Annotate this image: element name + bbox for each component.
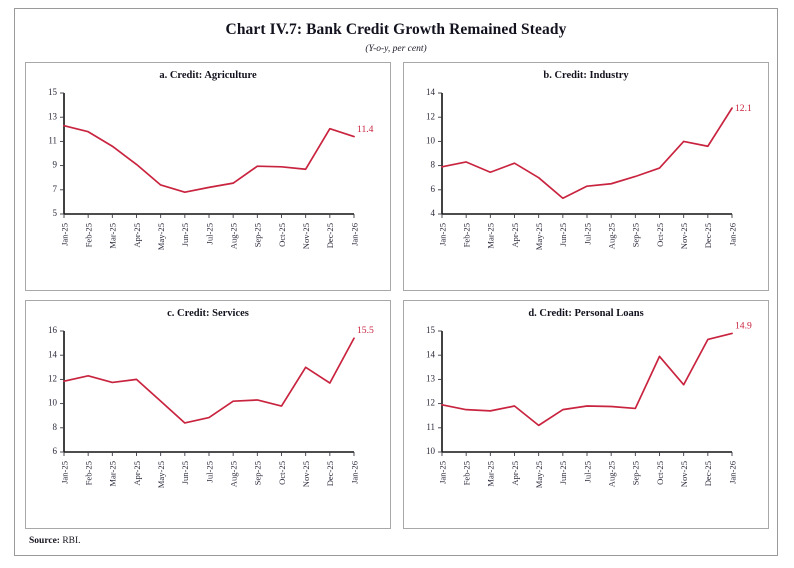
svg-text:Mar-25: Mar-25 xyxy=(486,461,496,487)
line-chart-personal-loans: 10 11 12 13 14 15 Jan-25 Feb-25 Mar-25 Apr-25 May-… xyxy=(426,321,752,489)
svg-text:Nov-25: Nov-25 xyxy=(679,223,689,249)
svg-text:6: 6 xyxy=(53,446,58,456)
svg-text:12.1: 12.1 xyxy=(735,103,752,114)
svg-text:Jan-26: Jan-26 xyxy=(727,460,737,484)
svg-text:8: 8 xyxy=(431,160,436,170)
svg-text:Apr-25: Apr-25 xyxy=(132,223,142,248)
chart-subtitle: (Y-o-y, per cent) xyxy=(365,44,427,54)
svg-text:Feb-25: Feb-25 xyxy=(84,461,94,485)
panel-title: d. Credit: Personal Loans xyxy=(528,308,644,319)
svg-text:Oct-25: Oct-25 xyxy=(277,461,287,485)
svg-text:11: 11 xyxy=(426,422,435,432)
svg-text:4: 4 xyxy=(431,208,436,218)
svg-text:11: 11 xyxy=(48,135,57,145)
svg-text:Dec-25: Dec-25 xyxy=(703,223,713,248)
svg-text:Aug-25: Aug-25 xyxy=(229,223,239,249)
svg-text:12: 12 xyxy=(426,398,435,408)
svg-text:12: 12 xyxy=(48,373,57,383)
svg-text:Nov-25: Nov-25 xyxy=(301,223,311,249)
svg-text:Nov-25: Nov-25 xyxy=(679,461,689,487)
svg-text:8: 8 xyxy=(53,422,58,432)
svg-text:15: 15 xyxy=(426,325,436,335)
svg-text:May-25: May-25 xyxy=(156,223,166,250)
chart-panel-industry: b. Credit: Industry 4 6 8 10 12 14 Jan-25 Feb-2… xyxy=(403,62,769,291)
svg-text:Jul-25: Jul-25 xyxy=(204,461,214,482)
svg-text:Sep-25: Sep-25 xyxy=(253,223,263,247)
svg-text:Mar-25: Mar-25 xyxy=(486,223,496,249)
svg-text:15: 15 xyxy=(48,87,58,97)
svg-text:Oct-25: Oct-25 xyxy=(655,223,665,247)
svg-text:Jan-26: Jan-26 xyxy=(349,460,359,484)
svg-text:15.5: 15.5 xyxy=(357,325,374,336)
panel-title: a. Credit: Agriculture xyxy=(159,70,257,81)
svg-text:Jan-25: Jan-25 xyxy=(59,461,69,484)
svg-text:Apr-25: Apr-25 xyxy=(510,461,520,486)
svg-text:Feb-25: Feb-25 xyxy=(84,223,94,247)
svg-text:12: 12 xyxy=(426,111,435,121)
svg-text:Sep-25: Sep-25 xyxy=(631,461,641,485)
svg-text:Aug-25: Aug-25 xyxy=(607,223,617,249)
svg-text:Jan-25: Jan-25 xyxy=(437,461,447,484)
svg-text:7: 7 xyxy=(53,184,58,194)
svg-text:Mar-25: Mar-25 xyxy=(108,223,118,249)
panel-title: c. Credit: Services xyxy=(167,308,249,319)
chart-panel-personal-loans: d. Credit: Personal Loans 10 11 12 13 14 15 Ja… xyxy=(403,300,769,529)
svg-text:6: 6 xyxy=(431,184,436,194)
svg-text:Nov-25: Nov-25 xyxy=(301,461,311,487)
svg-text:Sep-25: Sep-25 xyxy=(631,223,641,247)
svg-text:Dec-25: Dec-25 xyxy=(325,223,335,248)
svg-text:Jun-25: Jun-25 xyxy=(180,461,190,484)
svg-text:Jun-25: Jun-25 xyxy=(558,223,568,246)
svg-text:Feb-25: Feb-25 xyxy=(462,223,472,247)
svg-text:Jan-26: Jan-26 xyxy=(727,222,737,246)
svg-text:Jul-25: Jul-25 xyxy=(582,223,592,244)
svg-text:Apr-25: Apr-25 xyxy=(132,461,142,486)
panel-grid: a. Credit: Agriculture 5 7 9 11 13 15 Jan-25 Fe… xyxy=(25,62,769,529)
svg-text:10: 10 xyxy=(48,398,58,408)
svg-text:Jul-25: Jul-25 xyxy=(582,461,592,482)
svg-text:Aug-25: Aug-25 xyxy=(229,461,239,487)
svg-text:14: 14 xyxy=(426,349,436,359)
svg-text:Oct-25: Oct-25 xyxy=(655,461,665,485)
line-chart-services: 6 8 10 12 14 16 Jan-25 Feb-25 Mar-25 Apr-25 May-25… xyxy=(48,325,374,488)
svg-text:10: 10 xyxy=(426,446,436,456)
svg-text:Jun-25: Jun-25 xyxy=(558,461,568,484)
line-chart-industry: 4 6 8 10 12 14 Jan-25 Feb-25 Mar-25 Apr-25 May-25 J… xyxy=(426,87,752,250)
svg-text:Jan-25: Jan-25 xyxy=(59,223,69,246)
svg-text:Sep-25: Sep-25 xyxy=(253,461,263,485)
svg-text:10: 10 xyxy=(426,135,436,145)
svg-text:16: 16 xyxy=(48,325,58,335)
svg-text:5: 5 xyxy=(53,208,58,218)
source-note: Source: RBI. xyxy=(29,536,81,546)
svg-text:Apr-25: Apr-25 xyxy=(510,223,520,248)
svg-text:May-25: May-25 xyxy=(534,223,544,250)
svg-text:Jan-26: Jan-26 xyxy=(349,222,359,246)
svg-text:Dec-25: Dec-25 xyxy=(703,461,713,486)
svg-text:Feb-25: Feb-25 xyxy=(462,461,472,485)
svg-text:13: 13 xyxy=(426,373,436,383)
chart-panel-agriculture: a. Credit: Agriculture 5 7 9 11 13 15 Jan-25 Fe… xyxy=(25,62,391,291)
svg-text:13: 13 xyxy=(48,111,58,121)
svg-text:Dec-25: Dec-25 xyxy=(325,461,335,486)
svg-text:Oct-25: Oct-25 xyxy=(277,223,287,247)
svg-text:9: 9 xyxy=(53,160,58,170)
svg-text:14: 14 xyxy=(48,349,58,359)
page-title: Chart IV.7: Bank Credit Growth Remained … xyxy=(225,21,567,38)
source-value: RBI. xyxy=(62,536,81,546)
line-chart-agriculture: 5 7 9 11 13 15 Jan-25 Feb-25 Mar-25 Apr-25 May-25 J… xyxy=(48,87,374,250)
svg-text:Mar-25: Mar-25 xyxy=(108,461,118,487)
panel-title: b. Credit: Industry xyxy=(543,70,629,81)
svg-text:14.9: 14.9 xyxy=(735,321,752,332)
svg-text:Jun-25: Jun-25 xyxy=(180,223,190,246)
svg-text:11.4: 11.4 xyxy=(357,124,374,135)
chart-panel-services: c. Credit: Services 6 8 10 12 14 16 Jan-25 Feb-… xyxy=(25,300,391,529)
figure-frame: Chart IV.7: Bank Credit Growth Remained … xyxy=(14,8,778,556)
source-label: Source: xyxy=(29,536,60,546)
svg-text:Jul-25: Jul-25 xyxy=(204,223,214,244)
svg-text:14: 14 xyxy=(426,87,436,97)
svg-text:Aug-25: Aug-25 xyxy=(607,461,617,487)
svg-text:Jan-25: Jan-25 xyxy=(437,223,447,246)
svg-text:May-25: May-25 xyxy=(156,461,166,488)
svg-text:May-25: May-25 xyxy=(534,461,544,488)
